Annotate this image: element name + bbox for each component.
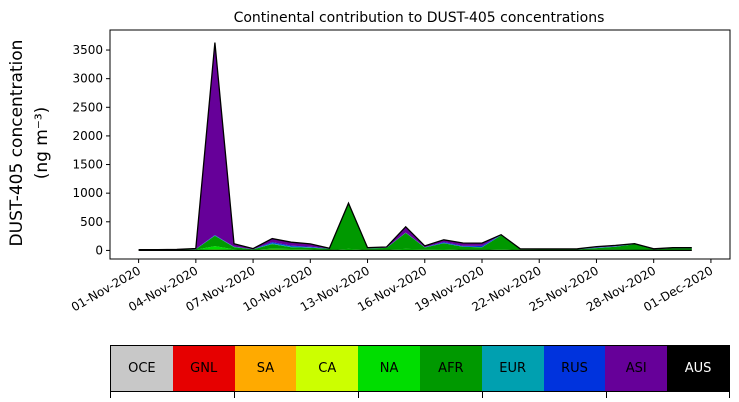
legend-label: AUS	[684, 361, 712, 376]
legend-swatch-rus: RUS	[543, 346, 606, 391]
area-na	[138, 246, 692, 251]
y-tick-label: 2000	[72, 129, 103, 143]
y-axis-label-line2: (ng m⁻³)	[32, 107, 52, 180]
legend-label: AFR	[438, 361, 464, 376]
y-tick-label: 2500	[72, 100, 103, 114]
stacked-area-series	[138, 42, 692, 251]
y-tick-label: 3000	[72, 72, 103, 86]
legend-swatch-gnl: GNL	[172, 346, 235, 391]
legend-label: CA	[318, 361, 337, 376]
area-ca	[138, 249, 692, 251]
legend-label: OCE	[128, 361, 156, 376]
legend-swatch-asi: ASI	[605, 346, 668, 391]
legend-swatch-eur: EUR	[481, 346, 544, 391]
area-asi	[138, 42, 692, 250]
legend-swatch-na: NA	[358, 346, 420, 391]
y-tick-label: 0	[95, 243, 103, 257]
legend-swatch-oce: OCE	[111, 346, 173, 391]
y-tick-label: 1500	[72, 158, 103, 172]
region-colorbar-legend: OCE GNL SA CA NA AFR EUR RUS ASI AUS	[110, 345, 730, 392]
y-tick-label: 500	[80, 215, 103, 229]
chart-title: Continental contribution to DUST-405 con…	[234, 10, 605, 26]
legend-label: RUS	[561, 361, 588, 376]
chart-canvas: Continental contribution to DUST-405 con…	[7, 10, 731, 314]
legend-label: EUR	[499, 361, 527, 376]
area-afr	[138, 203, 692, 251]
y-tick-label: 3500	[72, 43, 103, 57]
legend-label: ASI	[625, 361, 647, 376]
legend-swatch-afr: AFR	[419, 346, 482, 391]
x-axis-ticks: 01-Nov-202004-Nov-202007-Nov-202010-Nov-…	[69, 259, 715, 314]
y-tick-label: 1000	[72, 186, 103, 200]
legend-label: NA	[379, 361, 399, 376]
colorbar-ticks	[110, 392, 730, 398]
plot-frame	[109, 29, 731, 260]
legend-label: GNL	[190, 361, 218, 376]
y-axis-ticks: 0 500 1000 1500 2000 2500 3000 3500	[72, 43, 110, 257]
legend-label: SA	[256, 361, 275, 376]
legend-swatch-ca: CA	[296, 346, 359, 391]
legend-swatch-sa: SA	[234, 346, 297, 391]
legend-swatch-aus: AUS	[667, 346, 729, 391]
y-axis-label-line1: DUST-405 concentration	[7, 40, 27, 247]
total-outline	[138, 42, 692, 252]
